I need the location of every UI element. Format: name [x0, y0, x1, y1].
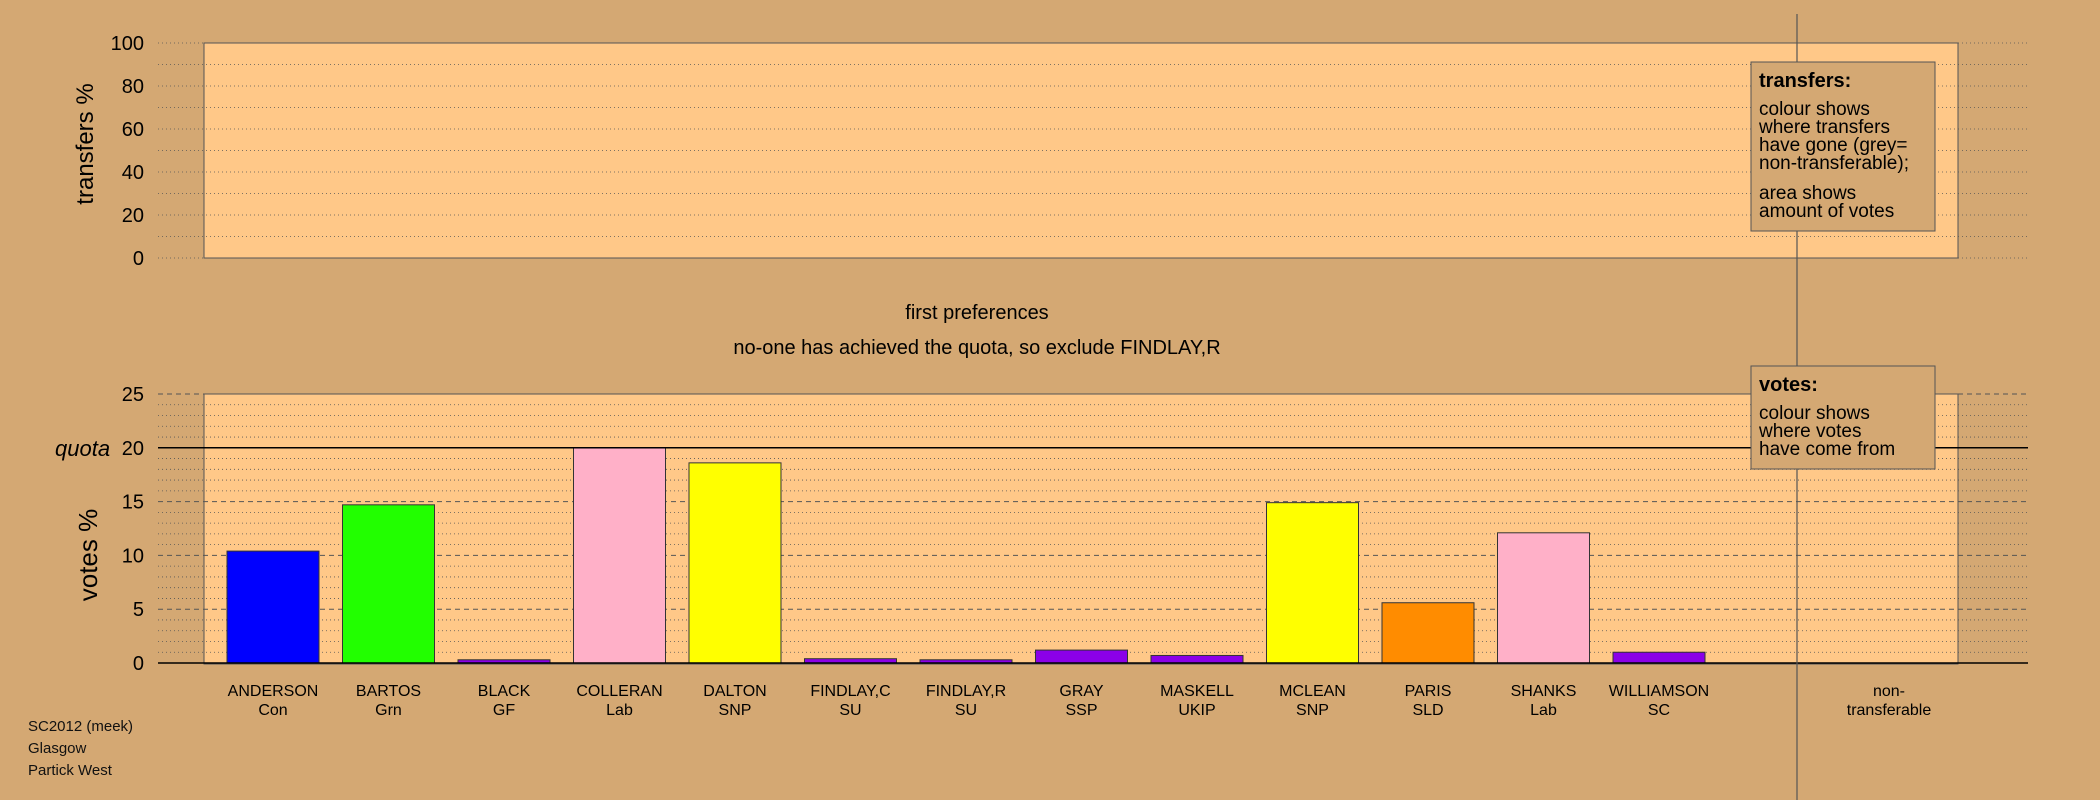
bar-gray	[1035, 649, 1128, 664]
chart-subtitle: no-one has achieved the quota, so exclud…	[733, 337, 1220, 359]
top-y-ticks: 0 20 40 60 80 100	[111, 33, 144, 270]
bar-shanks	[1497, 532, 1590, 664]
bar-paris	[1381, 602, 1475, 664]
bottom-y-ticks: 0 5 10 15 20 25	[122, 384, 144, 675]
quota-label: quota	[55, 436, 110, 461]
bottom-y-tick-label: 5	[133, 599, 144, 621]
candidate-party-label: SC	[1648, 702, 1670, 719]
candidate-name-label: MASKELL	[1160, 683, 1234, 700]
bottom-y-tick-label: 25	[122, 384, 144, 406]
transfers-legend-line: where transfers	[1758, 117, 1890, 138]
top-y-tick-label: 20	[122, 205, 144, 227]
candidate-party-label: Lab	[606, 702, 633, 719]
nontransferable-label-line1: non-	[1873, 683, 1905, 700]
candidate-name-label: FINDLAY,C	[810, 683, 890, 700]
transfers-legend-title: transfers:	[1759, 70, 1851, 92]
candidate-name-label: FINDLAY,R	[926, 683, 1006, 700]
candidate-name-label: DALTON	[703, 683, 766, 700]
top-y-tick-label: 40	[122, 162, 144, 184]
candidate-name-label: PARIS	[1405, 683, 1452, 700]
candidate-labels: ANDERSON Con BARTOS Grn BLACK GF COLLERAN Lab DA…	[228, 683, 1710, 719]
votes-legend-line: colour shows	[1759, 403, 1870, 424]
credit-line-1: SC2012 (meek)	[28, 718, 134, 735]
vote-bars	[226, 447, 1706, 664]
top-y-tick-label: 0	[133, 248, 144, 270]
bar-colleran	[573, 447, 666, 664]
candidate-name-label: GRAY	[1059, 683, 1103, 700]
transfers-legend-line: amount of votes	[1759, 201, 1894, 222]
votes-legend-title: votes:	[1759, 374, 1818, 396]
bar-williamson	[1612, 651, 1706, 664]
bar-dalton	[688, 462, 782, 664]
candidate-name-label: BARTOS	[356, 683, 421, 700]
credit-line-3: Partick West	[28, 762, 112, 779]
credit-line-2: Glasgow	[28, 740, 87, 757]
bar-bartos	[342, 504, 435, 664]
bar-mclean	[1266, 502, 1359, 664]
bottom-y-tick-label: 15	[122, 492, 144, 514]
bottom-plot-area	[203, 393, 1959, 665]
top-plot-area	[203, 42, 1959, 259]
candidate-party-label: GF	[493, 702, 515, 719]
nontransferable-label-line2: transferable	[1847, 702, 1932, 719]
votes-legend-line: have come from	[1759, 439, 1895, 460]
bar-anderson	[226, 550, 320, 664]
top-y-tick-label: 60	[122, 119, 144, 141]
candidate-party-label: Lab	[1530, 702, 1557, 719]
chart-title: first preferences	[905, 302, 1048, 324]
candidate-party-label: Con	[258, 702, 287, 719]
transfers-legend-line: colour shows	[1759, 99, 1870, 120]
votes-legend-line: where votes	[1758, 421, 1861, 442]
bottom-y-axis-label: votes %	[73, 509, 103, 602]
candidate-party-label: SLD	[1412, 702, 1443, 719]
candidate-name-label: SHANKS	[1511, 683, 1577, 700]
candidate-party-label: SNP	[1296, 702, 1329, 719]
bottom-y-tick-label: 10	[122, 545, 144, 567]
candidate-party-label: SSP	[1065, 702, 1097, 719]
transfers-legend-line: area shows	[1759, 183, 1856, 204]
bottom-y-tick-label: 20	[122, 438, 144, 460]
candidate-name-label: MCLEAN	[1279, 683, 1346, 700]
bottom-y-tick-label: 0	[133, 653, 144, 675]
candidate-name-label: COLLERAN	[576, 683, 662, 700]
candidate-party-label: UKIP	[1178, 702, 1215, 719]
transfers-legend-line: have gone (grey=	[1759, 135, 1907, 156]
top-y-axis-label: transfers %	[72, 83, 99, 204]
bar-maskell	[1150, 654, 1244, 664]
candidate-name-label: WILLIAMSON	[1609, 683, 1709, 700]
candidate-name-label: BLACK	[478, 683, 531, 700]
candidate-name-label: ANDERSON	[228, 683, 319, 700]
candidate-party-label: SU	[955, 702, 977, 719]
candidate-party-label: SU	[839, 702, 861, 719]
candidate-party-label: SNP	[719, 702, 752, 719]
top-y-tick-label: 80	[122, 76, 144, 98]
top-y-tick-label: 100	[111, 33, 144, 55]
candidate-party-label: Grn	[375, 702, 402, 719]
transfers-legend-line: non-transferable);	[1759, 153, 1909, 174]
